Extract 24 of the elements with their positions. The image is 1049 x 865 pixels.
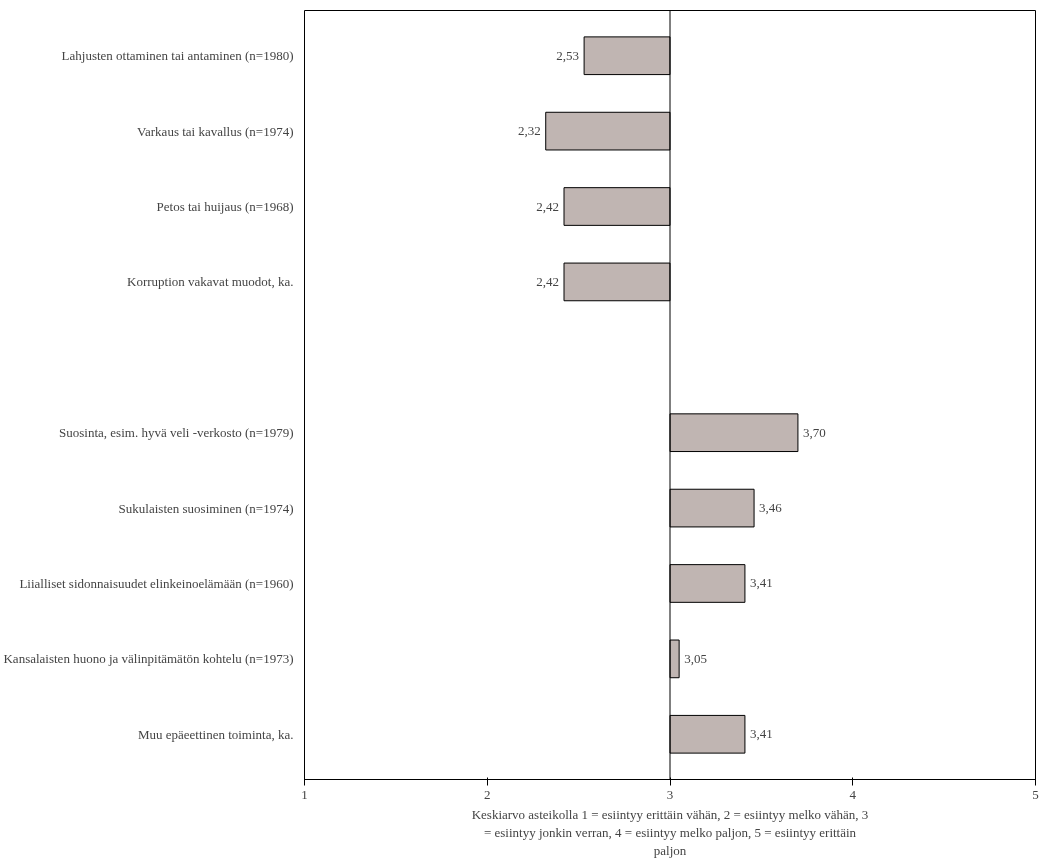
y-tick-label: Korruption vakavat muodot, ka. [127,274,294,290]
data-label: 2,42 [536,273,560,289]
x-tick-label: 2 [484,786,491,802]
y-tick-label: Liialliset sidonnaisuudet elinkeinoelämään (n=1960) [19,575,294,591]
y-tick-label: Sukulaisten suosiminen (n=1974) [118,500,294,516]
y-tick-label: Varkaus tai kavallus (n=1974) [137,123,294,139]
data-label: 3,05 [684,650,707,666]
x-tick-label: 1 [301,786,308,802]
data-label: 2,42 [536,198,560,214]
y-tick-label: Muu epäeettinen toiminta, ka. [137,726,294,742]
x-tick-label: 5 [1032,786,1039,802]
x-tick-label: 3 [666,786,674,802]
data-label: 2,53 [556,47,580,63]
y-tick-label: Kansalaisten huono ja välinpitämätön kohtelu (n=1973) [3,651,294,667]
data-label: 3,70 [802,424,826,440]
x-tick-label: 4 [849,786,857,802]
data-label: 3,41 [749,726,773,742]
data-label: 3,41 [749,575,773,591]
y-tick-label: Lahjusten ottaminen tai antaminen (n=1980) [61,48,294,64]
y-tick-label: Petos tai huijaus (n=1968) [156,199,294,215]
data-label: 2,32 [517,123,541,139]
data-label: 3,46 [759,500,783,516]
y-tick-label: Suosinta, esim. hyvä veli -verkosto (n=1979) [59,425,294,441]
x-axis-title: Keskiarvo asteikolla 1 = esiintyy erittäin vähän, 2 = esiintyy melko vähän, 3 = esiintyy jonkin verran, 4 = esiintyy melko paljon, 5 = esiintyy erittäin paljon [471,806,869,858]
